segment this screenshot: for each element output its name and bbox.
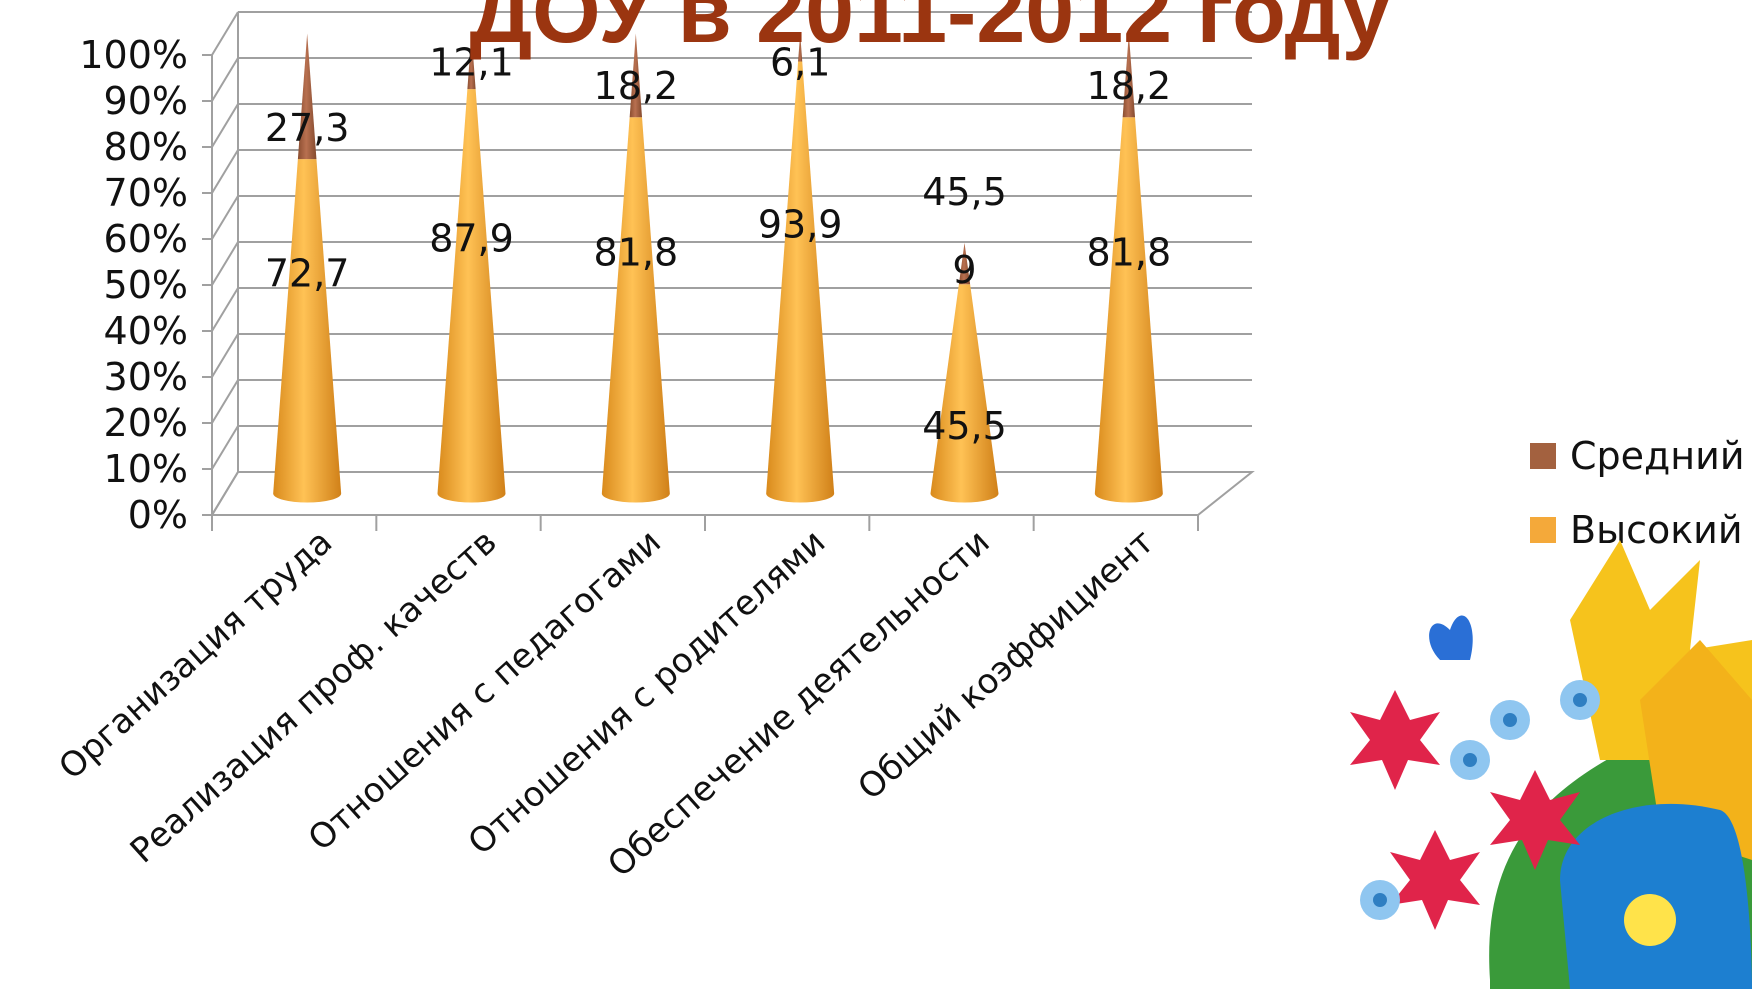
data-label-extra: 45,5 bbox=[922, 170, 1007, 214]
y-tick-label: 90% bbox=[104, 79, 188, 123]
y-tick-label: 10% bbox=[104, 447, 188, 491]
cone-segment-sredniy bbox=[297, 33, 317, 160]
gridline-depth bbox=[211, 425, 239, 470]
flower-bouquet-icon bbox=[1350, 540, 1752, 989]
data-label-sredniy: 9 bbox=[952, 248, 976, 292]
data-label-sredniy: 18,2 bbox=[1087, 64, 1172, 108]
cone-segment-vysokiy bbox=[437, 89, 506, 503]
cone-segment-vysokiy bbox=[601, 117, 670, 503]
y-tick-label: 100% bbox=[79, 33, 188, 77]
data-label-sredniy: 27,3 bbox=[265, 106, 350, 150]
page-title: ДОУ в 2011-2012 году bbox=[469, 0, 1390, 61]
y-tick-label: 40% bbox=[104, 309, 188, 353]
x-category-label: Отношения с педагогами bbox=[301, 522, 669, 859]
data-labels: 72,7 27,3 87,9 12,1 81,8 18,2 93,9 6,1 45,5 9 81,8… bbox=[265, 41, 1171, 448]
y-tick-label: 50% bbox=[104, 263, 188, 307]
data-label-sredniy: 18,2 bbox=[594, 64, 679, 108]
data-label-vysokiy: 87,9 bbox=[429, 216, 514, 260]
y-tick-label: 0% bbox=[128, 493, 188, 537]
y-tick-label: 60% bbox=[104, 217, 188, 261]
gridline-depth bbox=[211, 57, 239, 102]
legend-label-vysokiy: Высокий bbox=[1570, 508, 1743, 552]
data-label-vysokiy: 45,5 bbox=[922, 404, 1007, 448]
data-label-sredniy: 12,1 bbox=[429, 41, 514, 85]
gridline-depth bbox=[211, 241, 239, 286]
gridline-depth bbox=[211, 287, 239, 332]
data-label-vysokiy: 81,8 bbox=[1087, 230, 1172, 274]
gridline-depth bbox=[211, 149, 239, 194]
data-label-sredniy: 6,1 bbox=[770, 41, 830, 85]
legend-swatch-sredniy bbox=[1530, 443, 1556, 469]
gridline-depth bbox=[211, 11, 239, 56]
x-category-label: Отношения с родителями bbox=[461, 522, 834, 863]
cone-segment-vysokiy bbox=[766, 61, 835, 503]
x-category-label: Общий коэффициент bbox=[850, 522, 1162, 808]
legend-label-sredniy: Средний bbox=[1570, 434, 1745, 478]
cone-segment-vysokiy bbox=[1094, 117, 1163, 503]
x-category-label: Организация труда bbox=[51, 522, 340, 788]
data-label-vysokiy: 93,9 bbox=[758, 203, 843, 247]
y-tick-label: 70% bbox=[104, 171, 188, 215]
gridline-depth bbox=[211, 379, 239, 424]
gridline-depth bbox=[211, 195, 239, 240]
legend: Средний Высокий bbox=[1530, 434, 1745, 552]
y-tick-label: 20% bbox=[104, 401, 188, 445]
cone-segment-sredniy bbox=[958, 242, 971, 285]
cone-segment-vysokiy bbox=[930, 284, 999, 503]
data-label-vysokiy: 81,8 bbox=[594, 230, 679, 274]
cone-segment-sredniy bbox=[467, 33, 476, 90]
cones bbox=[273, 33, 1163, 503]
legend-swatch-vysokiy bbox=[1530, 517, 1556, 543]
cone-segment-sredniy bbox=[798, 33, 803, 62]
data-label-vysokiy: 72,7 bbox=[265, 251, 350, 295]
gridline-depth bbox=[211, 103, 239, 148]
cone-segment-sredniy bbox=[629, 33, 643, 118]
y-tick-label: 30% bbox=[104, 355, 188, 399]
y-tick-label: 80% bbox=[104, 125, 188, 169]
cone-segment-sredniy bbox=[1122, 33, 1136, 118]
cone-segment-vysokiy bbox=[273, 159, 342, 503]
gridlines bbox=[211, 11, 1252, 516]
gridline-depth bbox=[211, 333, 239, 378]
